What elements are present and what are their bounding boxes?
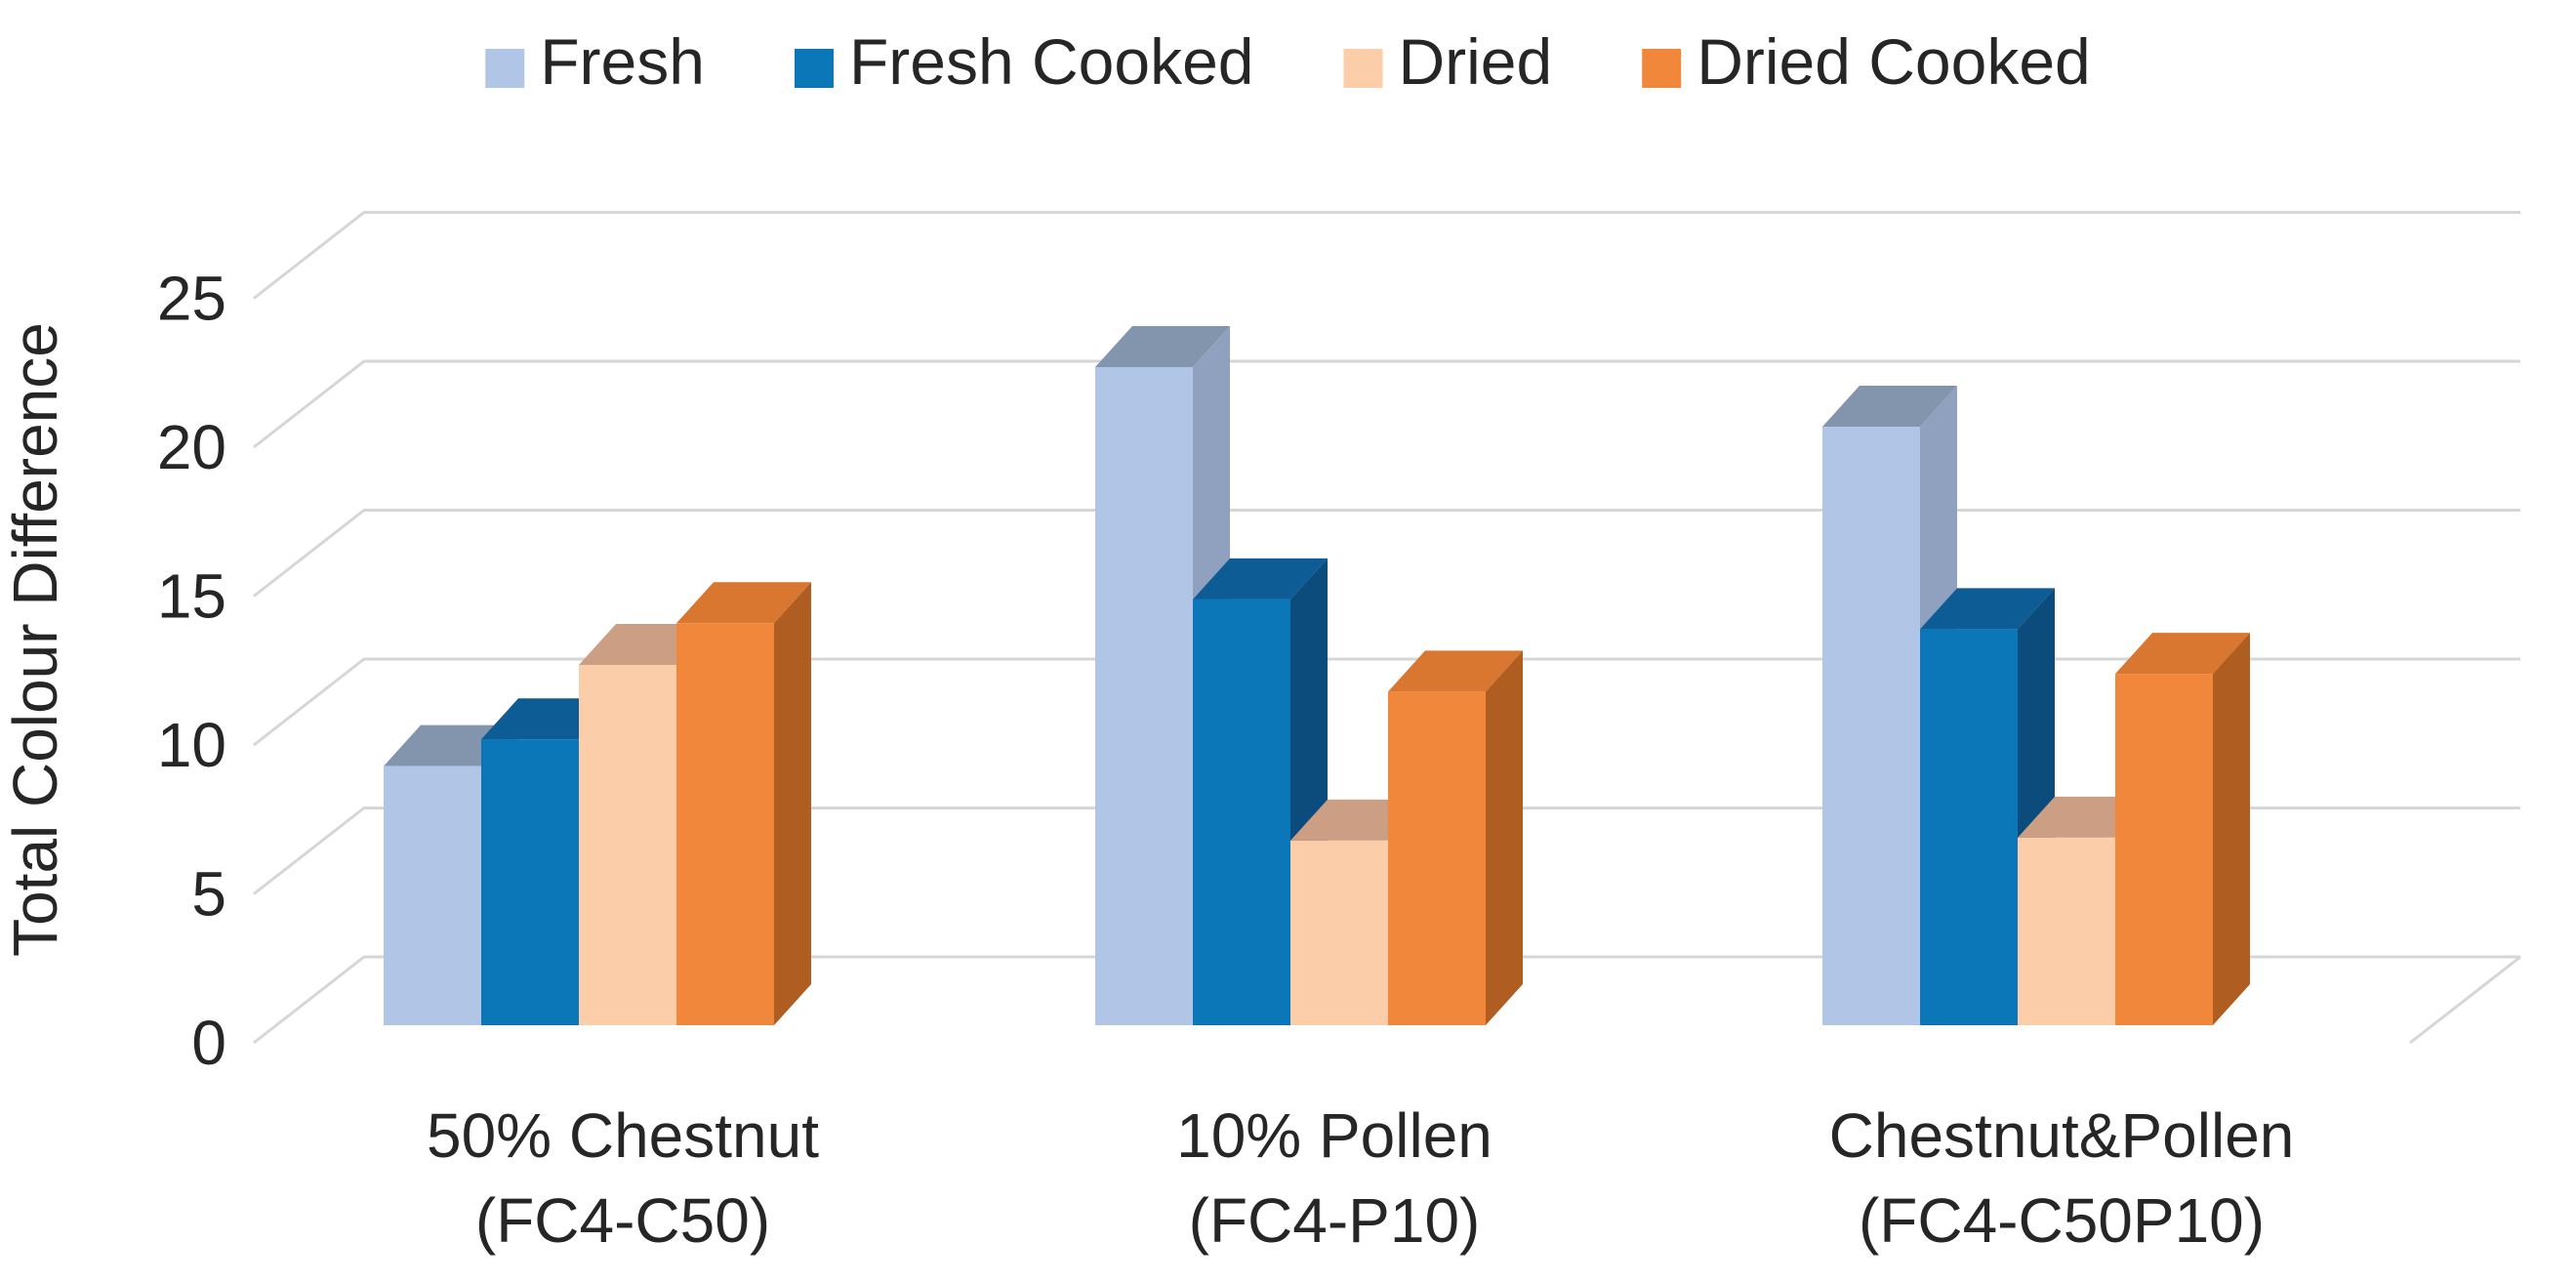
bar-side-face	[774, 582, 811, 1025]
x-label-50-chestnut-line2: (FC4-C50)	[475, 1185, 770, 1256]
legend-swatch-fresh	[485, 49, 525, 88]
bar-front-face	[1822, 426, 1920, 1025]
bar-group-10-pollen	[1095, 325, 1523, 1025]
bar-top-face	[676, 582, 811, 624]
y-tick-label-5: 5	[191, 859, 226, 930]
gridline-15	[253, 509, 2520, 598]
bar-top-face	[1920, 588, 2055, 630]
bar-front-face	[384, 766, 481, 1025]
bar-group-50-chestnut	[384, 582, 811, 1025]
legend-item-dried-cooked: Dried Cooked	[1642, 25, 2091, 98]
bar-group-chestnut-pollen	[1822, 385, 2250, 1025]
gridline-10	[253, 657, 2520, 747]
legend: Fresh Fresh Cooked Dried Dried Cooked	[485, 25, 2091, 98]
legend-swatch-fresh-cooked	[794, 49, 834, 88]
bar-dried-cooked-50-chestnut	[676, 582, 811, 1025]
legend-label-dried-cooked: Dried Cooked	[1697, 25, 2091, 98]
gridline-25	[253, 211, 2520, 300]
bar-side-face	[1486, 650, 1523, 1025]
bars	[384, 325, 2250, 1025]
legend-swatch-dried	[1343, 49, 1383, 88]
bar-top-face	[1388, 650, 1523, 692]
x-label-chestnut-pollen-line1: Chestnut&Pollen	[1829, 1100, 2295, 1171]
bar-fresh-cooked-chestnut-pollen	[1920, 588, 2055, 1025]
y-tick-label-20: 20	[157, 412, 226, 482]
legend-item-dried: Dried	[1343, 25, 1552, 98]
legend-item-fresh: Fresh	[485, 25, 705, 98]
x-axis-labels: 50% Chestnut (FC4-C50) 10% Pollen (FC4-P10)…	[427, 1100, 2294, 1256]
y-tick-label-15: 15	[157, 561, 226, 632]
y-tick-label-25: 25	[157, 264, 226, 334]
x-label-chestnut-pollen-line2: (FC4-C50P10)	[1859, 1185, 2265, 1256]
bar-fresh-cooked-10-pollen	[1193, 558, 1328, 1025]
bar-dried-cooked-chestnut-pollen	[2115, 633, 2250, 1025]
legend-swatch-dried-cooked	[1642, 49, 1682, 88]
legend-label-fresh: Fresh	[540, 25, 705, 98]
bar-top-face	[1193, 558, 1328, 600]
gridline-20	[253, 359, 2520, 449]
bar-top-face	[2115, 633, 2250, 675]
x-label-10-pollen-line2: (FC4-P10)	[1189, 1185, 1481, 1256]
bar-front-face	[676, 623, 774, 1025]
legend-label-fresh-cooked: Fresh Cooked	[849, 25, 1254, 98]
gridlines: 0 5 10 15 20 25	[157, 211, 2521, 1078]
bar-front-face	[579, 664, 676, 1025]
legend-label-dried: Dried	[1398, 25, 1552, 98]
bar-front-face	[1095, 366, 1193, 1025]
bar-front-face	[1193, 599, 1290, 1025]
bar-front-face	[1920, 629, 2018, 1025]
bar-front-face	[1290, 840, 1388, 1025]
x-label-10-pollen-line1: 10% Pollen	[1176, 1100, 1492, 1171]
bar-top-face	[1095, 325, 1230, 367]
bar-top-face	[1822, 385, 1957, 427]
legend-item-fresh-cooked: Fresh Cooked	[794, 25, 1254, 98]
gridline-5	[253, 807, 2520, 895]
bar-side-face	[2213, 633, 2250, 1025]
bar-front-face	[481, 739, 579, 1025]
y-tick-label-0: 0	[191, 1008, 226, 1078]
bar-front-face	[2115, 674, 2213, 1025]
bar-dried-cooked-10-pollen	[1388, 650, 1523, 1025]
bar-front-face	[2018, 837, 2115, 1025]
gridline-0	[253, 955, 2520, 1045]
x-label-50-chestnut-line1: 50% Chestnut	[427, 1100, 819, 1171]
y-tick-label-10: 10	[157, 710, 226, 780]
floor-right-edge	[2409, 955, 2521, 1045]
bar-front-face	[1388, 691, 1486, 1025]
y-axis-title: Total Colour Difference	[0, 322, 70, 957]
